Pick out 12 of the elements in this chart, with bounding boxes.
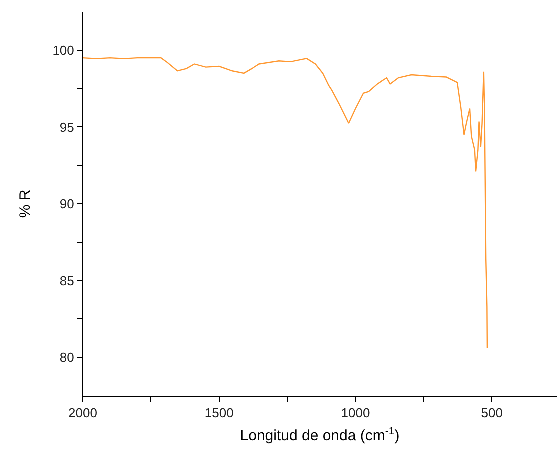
y-tick-label: 85 — [60, 273, 74, 288]
y-tick-label: 90 — [60, 196, 74, 212]
y-axis-title: % R — [16, 190, 34, 218]
x-axis-title: Longitud de onda (cm$^{-1}$) — [240, 425, 400, 445]
y-tick-label: 95 — [60, 120, 74, 135]
line-series — [83, 57, 488, 349]
x-tick-label: 1000 — [341, 406, 370, 421]
x-tick-label: 500 — [481, 406, 503, 421]
y-tick-label: 100 — [52, 42, 74, 58]
x-tick-label: 2000 — [68, 406, 98, 421]
x-tick-label: 1500 — [204, 406, 234, 421]
y-tick-label: 80 — [60, 350, 74, 366]
